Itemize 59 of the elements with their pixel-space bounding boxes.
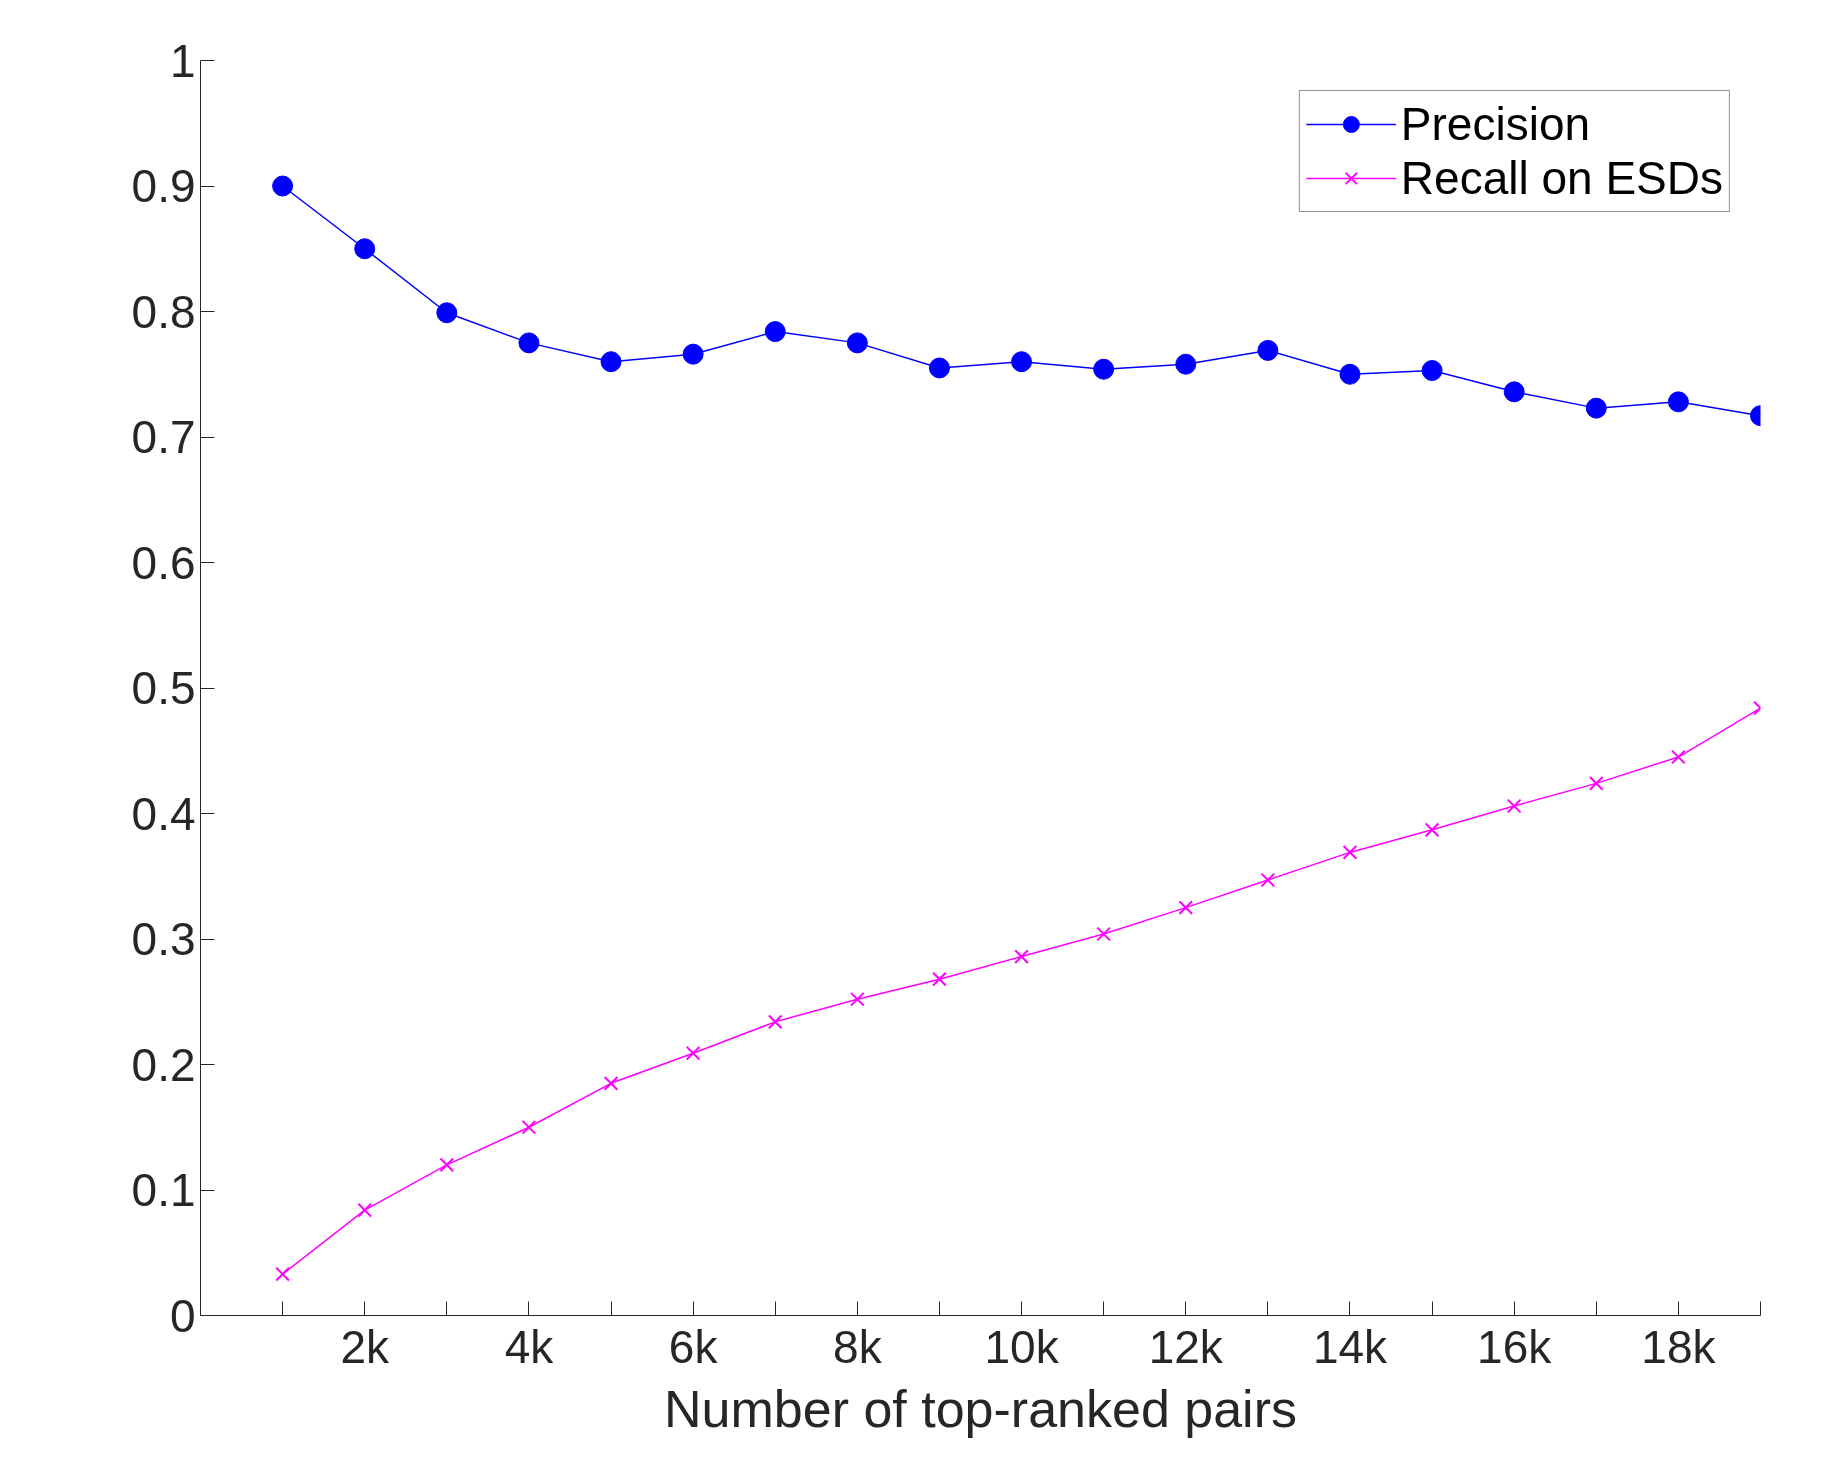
point [518,332,540,354]
y-tick-label: 0.2 [131,1038,196,1091]
x-tick-label: 10k [984,1320,1060,1373]
point [436,302,458,324]
x-tick-label: 4k [504,1320,555,1373]
legend-label: Recall on ESDs [1400,151,1723,205]
point [1588,776,1604,791]
point [600,351,622,373]
point [932,971,947,987]
x-tick-label: 8k [833,1320,883,1373]
point [1424,822,1440,838]
x-tick-label: 6k [668,1320,719,1373]
x-axis-title: Number of top-ranked pairs [664,1379,1297,1438]
point [682,343,704,365]
point [928,357,950,379]
point [1257,339,1279,361]
y-tick-label: 0.9 [131,160,196,212]
x-tick-label: 2k [340,1320,390,1373]
y-tick-label: 0.3 [131,913,196,965]
point [846,332,868,354]
y-tick-label: 0.5 [131,662,196,714]
y-tick-label: 0 [169,1289,196,1342]
point [767,1014,783,1030]
point [1096,926,1112,942]
y-tick-label: 0.7 [131,411,196,463]
point [849,991,865,1007]
point [1667,391,1689,413]
y-tick-label: 0.4 [131,787,196,840]
point [1671,749,1686,765]
y-tick-label: 0.6 [131,536,196,589]
point [1178,900,1194,915]
y-tick-label: 1 [169,34,196,87]
point [1260,872,1276,888]
point [275,1266,290,1282]
y-tick-label: 0.1 [131,1164,196,1216]
point [685,1045,701,1061]
point [1585,397,1607,419]
point [354,238,376,260]
point [1011,351,1033,373]
point [1175,353,1197,375]
x-tick-label: 12k [1148,1320,1224,1373]
x-tick-label: 16k [1477,1320,1553,1373]
point [1342,845,1358,860]
x-tick-label: 14k [1312,1320,1389,1373]
point [764,321,786,343]
point [1506,798,1522,814]
point [1014,949,1029,964]
point [1421,360,1443,381]
legend-label: Precision [1400,97,1591,151]
point [1339,363,1361,385]
point [603,1075,619,1091]
point [1093,358,1115,380]
point [1503,381,1525,403]
x-tick-label: 18k [1641,1320,1717,1373]
point [357,1202,373,1218]
point [521,1119,537,1135]
y-tick-label: 0.8 [131,285,196,338]
point [272,175,294,197]
point [439,1157,455,1173]
